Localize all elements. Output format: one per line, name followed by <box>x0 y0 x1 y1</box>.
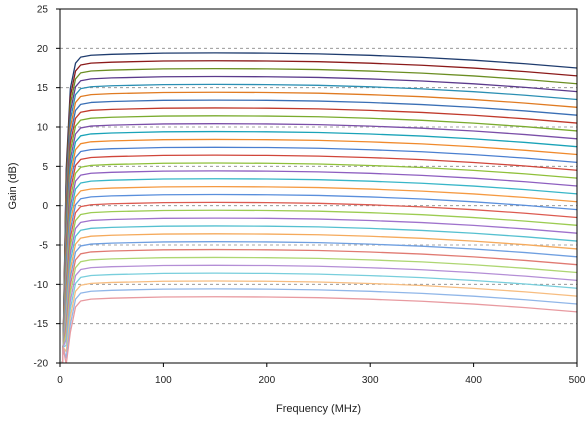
x-tick-label: 400 <box>465 375 482 386</box>
series-line-30 <box>61 280 577 363</box>
y-tick-label: 25 <box>37 5 49 16</box>
x-tick-label: 0 <box>57 375 63 386</box>
x-tick-label: 100 <box>155 375 172 386</box>
series-line-24 <box>61 233 577 363</box>
x-tick-label: 200 <box>258 375 275 386</box>
x-tick-label: 500 <box>569 375 586 386</box>
y-tick-label: -5 <box>39 241 48 252</box>
y-tick-label: 20 <box>37 44 49 55</box>
y-tick-label: -20 <box>34 359 49 370</box>
x-axis-title: Frequency (MHz) <box>276 403 361 415</box>
series-lines <box>61 52 577 363</box>
y-axis-title: Gain (dB) <box>7 162 19 209</box>
series-line-31 <box>61 288 577 363</box>
series-line-22 <box>61 217 577 363</box>
series-line-25 <box>61 241 577 363</box>
y-tick-label: 10 <box>37 123 49 134</box>
y-tick-label: -10 <box>34 280 49 291</box>
y-tick-label: 0 <box>42 201 48 212</box>
series-line-27 <box>61 256 577 363</box>
plot-area-background <box>60 9 577 363</box>
x-tick-label: 300 <box>362 375 379 386</box>
series-line-32 <box>61 296 577 363</box>
gridlines <box>60 47 577 325</box>
series-line-23 <box>61 225 577 363</box>
series-line-26 <box>61 248 577 363</box>
plot-area-border <box>59 8 578 364</box>
y-tick-label: 5 <box>42 162 48 173</box>
y-tick-label: 15 <box>37 83 49 94</box>
series-line-28 <box>61 264 577 363</box>
series-line-29 <box>61 272 577 363</box>
axis-ticks: 0 100 200 300 400 500 -20 -15 -10 -5 0 5 10 15 20 25 <box>34 5 586 387</box>
y-tick-label: -15 <box>34 319 49 330</box>
